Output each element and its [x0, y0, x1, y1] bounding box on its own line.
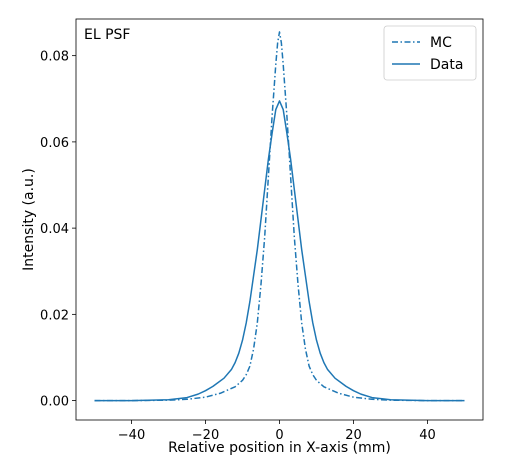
legend-label-data: Data — [430, 57, 463, 73]
x-tick-label: 40 — [419, 428, 436, 443]
y-tick-label: 0.02 — [40, 308, 69, 323]
x-axis: −40 −20 0 20 40 — [118, 420, 436, 443]
plot-annotation: EL PSF — [84, 27, 130, 43]
series-line-mc — [94, 31, 465, 402]
plot-frame — [75, 18, 484, 421]
series-line-data — [94, 100, 465, 402]
y-tick-label: 0.06 — [40, 136, 69, 151]
x-tick-label: 0 — [275, 428, 283, 443]
legend-box — [383, 25, 477, 81]
series-layer — [94, 31, 465, 402]
legend: MC Data — [383, 25, 477, 81]
y-tick-label: 0.08 — [40, 50, 69, 65]
y-axis-label: Intensity (a.u.) — [21, 168, 37, 271]
x-axis-label: Relative position in X-axis (mm) — [168, 440, 391, 456]
y-tick-label: 0.00 — [40, 395, 69, 410]
y-axis: 0.00 0.02 0.04 0.06 0.08 — [40, 50, 76, 410]
y-tick-label: 0.04 — [40, 222, 69, 237]
legend-label-mc: MC — [430, 35, 452, 51]
x-tick-label: −40 — [118, 428, 145, 443]
x-tick-label: −20 — [192, 428, 219, 443]
x-tick-label: 20 — [345, 428, 362, 443]
